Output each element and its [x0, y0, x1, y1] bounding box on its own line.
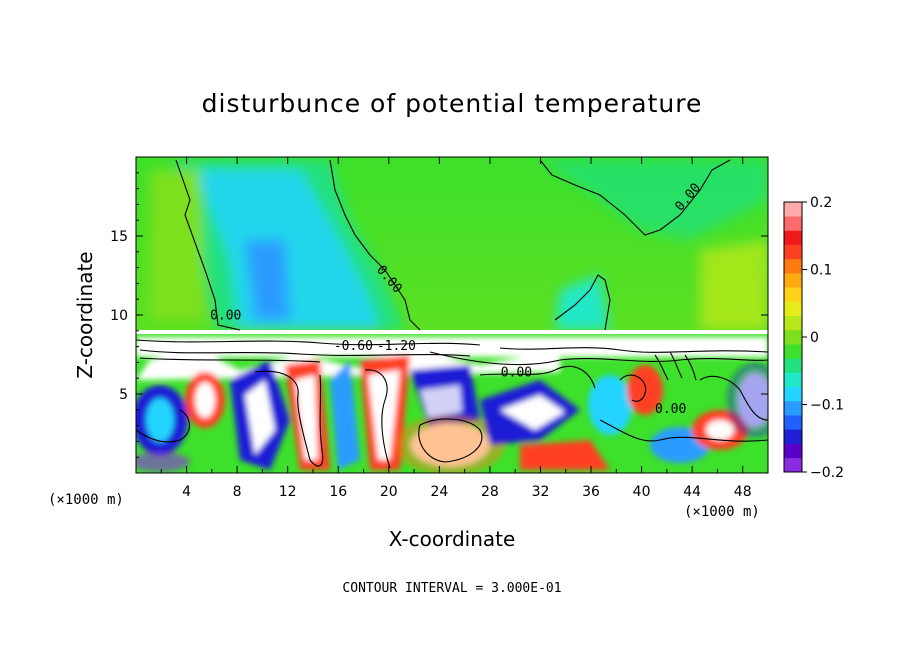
x-tick-label: 28	[481, 484, 499, 500]
colorbar-tick-label: 0	[810, 330, 819, 346]
heatmap-field	[136, 157, 768, 473]
colorbar-swatch	[784, 372, 802, 388]
colorbar-swatch	[784, 202, 802, 217]
colorbar-tick-label: −0.2	[810, 465, 844, 481]
x-unit-right: (×1000 m)	[684, 504, 760, 520]
x-tick-label: 20	[380, 484, 398, 500]
x-tick-label: 48	[734, 484, 752, 500]
y-tick-label: 5	[119, 387, 128, 403]
colorbar-ticks: 0.2 0.1 0 −0.1 −0.2	[802, 195, 844, 481]
contour-label: 0.00	[655, 402, 686, 417]
colorbar-swatch	[784, 258, 802, 274]
x-axis-ticks: 4 8 12 16 20 24 28 32 36 40 44 48	[160, 157, 752, 500]
contour-label: -1.20	[377, 339, 416, 354]
colorbar-swatch	[784, 287, 802, 302]
colorbar-swatch	[784, 429, 802, 444]
contour-label: 0.00	[210, 309, 241, 324]
colorbar-swatch	[784, 301, 802, 316]
colorbar-swatch	[784, 415, 802, 430]
colorbar-swatch	[784, 443, 802, 459]
colorbar-swatch	[784, 329, 802, 345]
contour-label-group: 0.000.000.00-0.60 -1.200.000.00	[210, 181, 704, 417]
colorbar-swatch	[784, 400, 802, 416]
colorbar-tick-label: 0.1	[810, 263, 832, 279]
x-tick-label: 44	[683, 484, 701, 500]
colorbar-swatch	[784, 358, 802, 373]
x-unit-left: (×1000 m)	[48, 492, 124, 508]
y-tick-label: 10	[110, 308, 128, 324]
y-axis-ticks: 5 10 15	[110, 172, 768, 458]
contour-label: 0.00	[501, 366, 532, 381]
x-tick-label: 36	[582, 484, 600, 500]
x-tick-label: 32	[532, 484, 550, 500]
chart-title: disturbunce of potential temperature	[202, 89, 703, 118]
x-tick-label: 24	[430, 484, 448, 500]
y-axis-label: Z-coordinate	[73, 251, 97, 378]
colorbar-swatch	[784, 216, 802, 231]
colorbar	[783, 201, 803, 473]
x-tick-label: 16	[329, 484, 347, 500]
contour-lines	[136, 159, 768, 469]
colorbar-swatch	[784, 344, 802, 359]
colorbar-tick-label: −0.1	[810, 398, 844, 414]
contour-interval-note: CONTOUR INTERVAL = 3.000E-01	[342, 581, 561, 596]
x-tick-label: 8	[233, 484, 242, 500]
x-tick-label: 40	[633, 484, 651, 500]
x-axis-label: X-coordinate	[389, 527, 516, 551]
colorbar-swatch	[784, 315, 802, 331]
colorbar-swatch	[784, 230, 802, 245]
colorbar-swatch	[784, 457, 802, 473]
contour-label: -0.60	[334, 339, 373, 354]
colorbar-swatch	[784, 244, 802, 260]
colorbar-tick-label: 0.2	[810, 195, 832, 211]
x-tick-label: 4	[182, 484, 191, 500]
x-tick-label: 12	[279, 484, 297, 500]
colorbar-swatch	[784, 273, 802, 288]
y-tick-label: 15	[110, 229, 128, 245]
colorbar-swatch	[784, 386, 802, 402]
